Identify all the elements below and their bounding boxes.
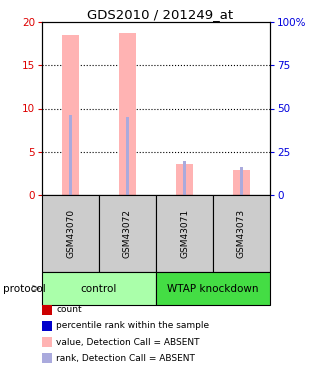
Text: protocol: protocol <box>3 284 46 294</box>
Bar <box>176 164 193 195</box>
Text: control: control <box>81 284 117 294</box>
Text: rank, Detection Call = ABSENT: rank, Detection Call = ABSENT <box>56 354 195 363</box>
Text: percentile rank within the sample: percentile rank within the sample <box>56 321 209 330</box>
Bar <box>239 167 244 195</box>
Text: GSM43071: GSM43071 <box>180 209 189 258</box>
Bar <box>62 35 79 195</box>
Bar <box>182 161 187 195</box>
Bar <box>119 33 136 195</box>
Text: WTAP knockdown: WTAP knockdown <box>167 284 259 294</box>
Bar <box>125 117 130 195</box>
Text: GDS2010 / 201249_at: GDS2010 / 201249_at <box>87 8 233 21</box>
Bar <box>68 114 73 195</box>
Text: GSM43073: GSM43073 <box>237 209 246 258</box>
Text: GSM43072: GSM43072 <box>123 209 132 258</box>
Text: count: count <box>56 306 82 315</box>
Bar <box>233 170 250 195</box>
Text: value, Detection Call = ABSENT: value, Detection Call = ABSENT <box>56 338 199 346</box>
Text: GSM43070: GSM43070 <box>66 209 75 258</box>
